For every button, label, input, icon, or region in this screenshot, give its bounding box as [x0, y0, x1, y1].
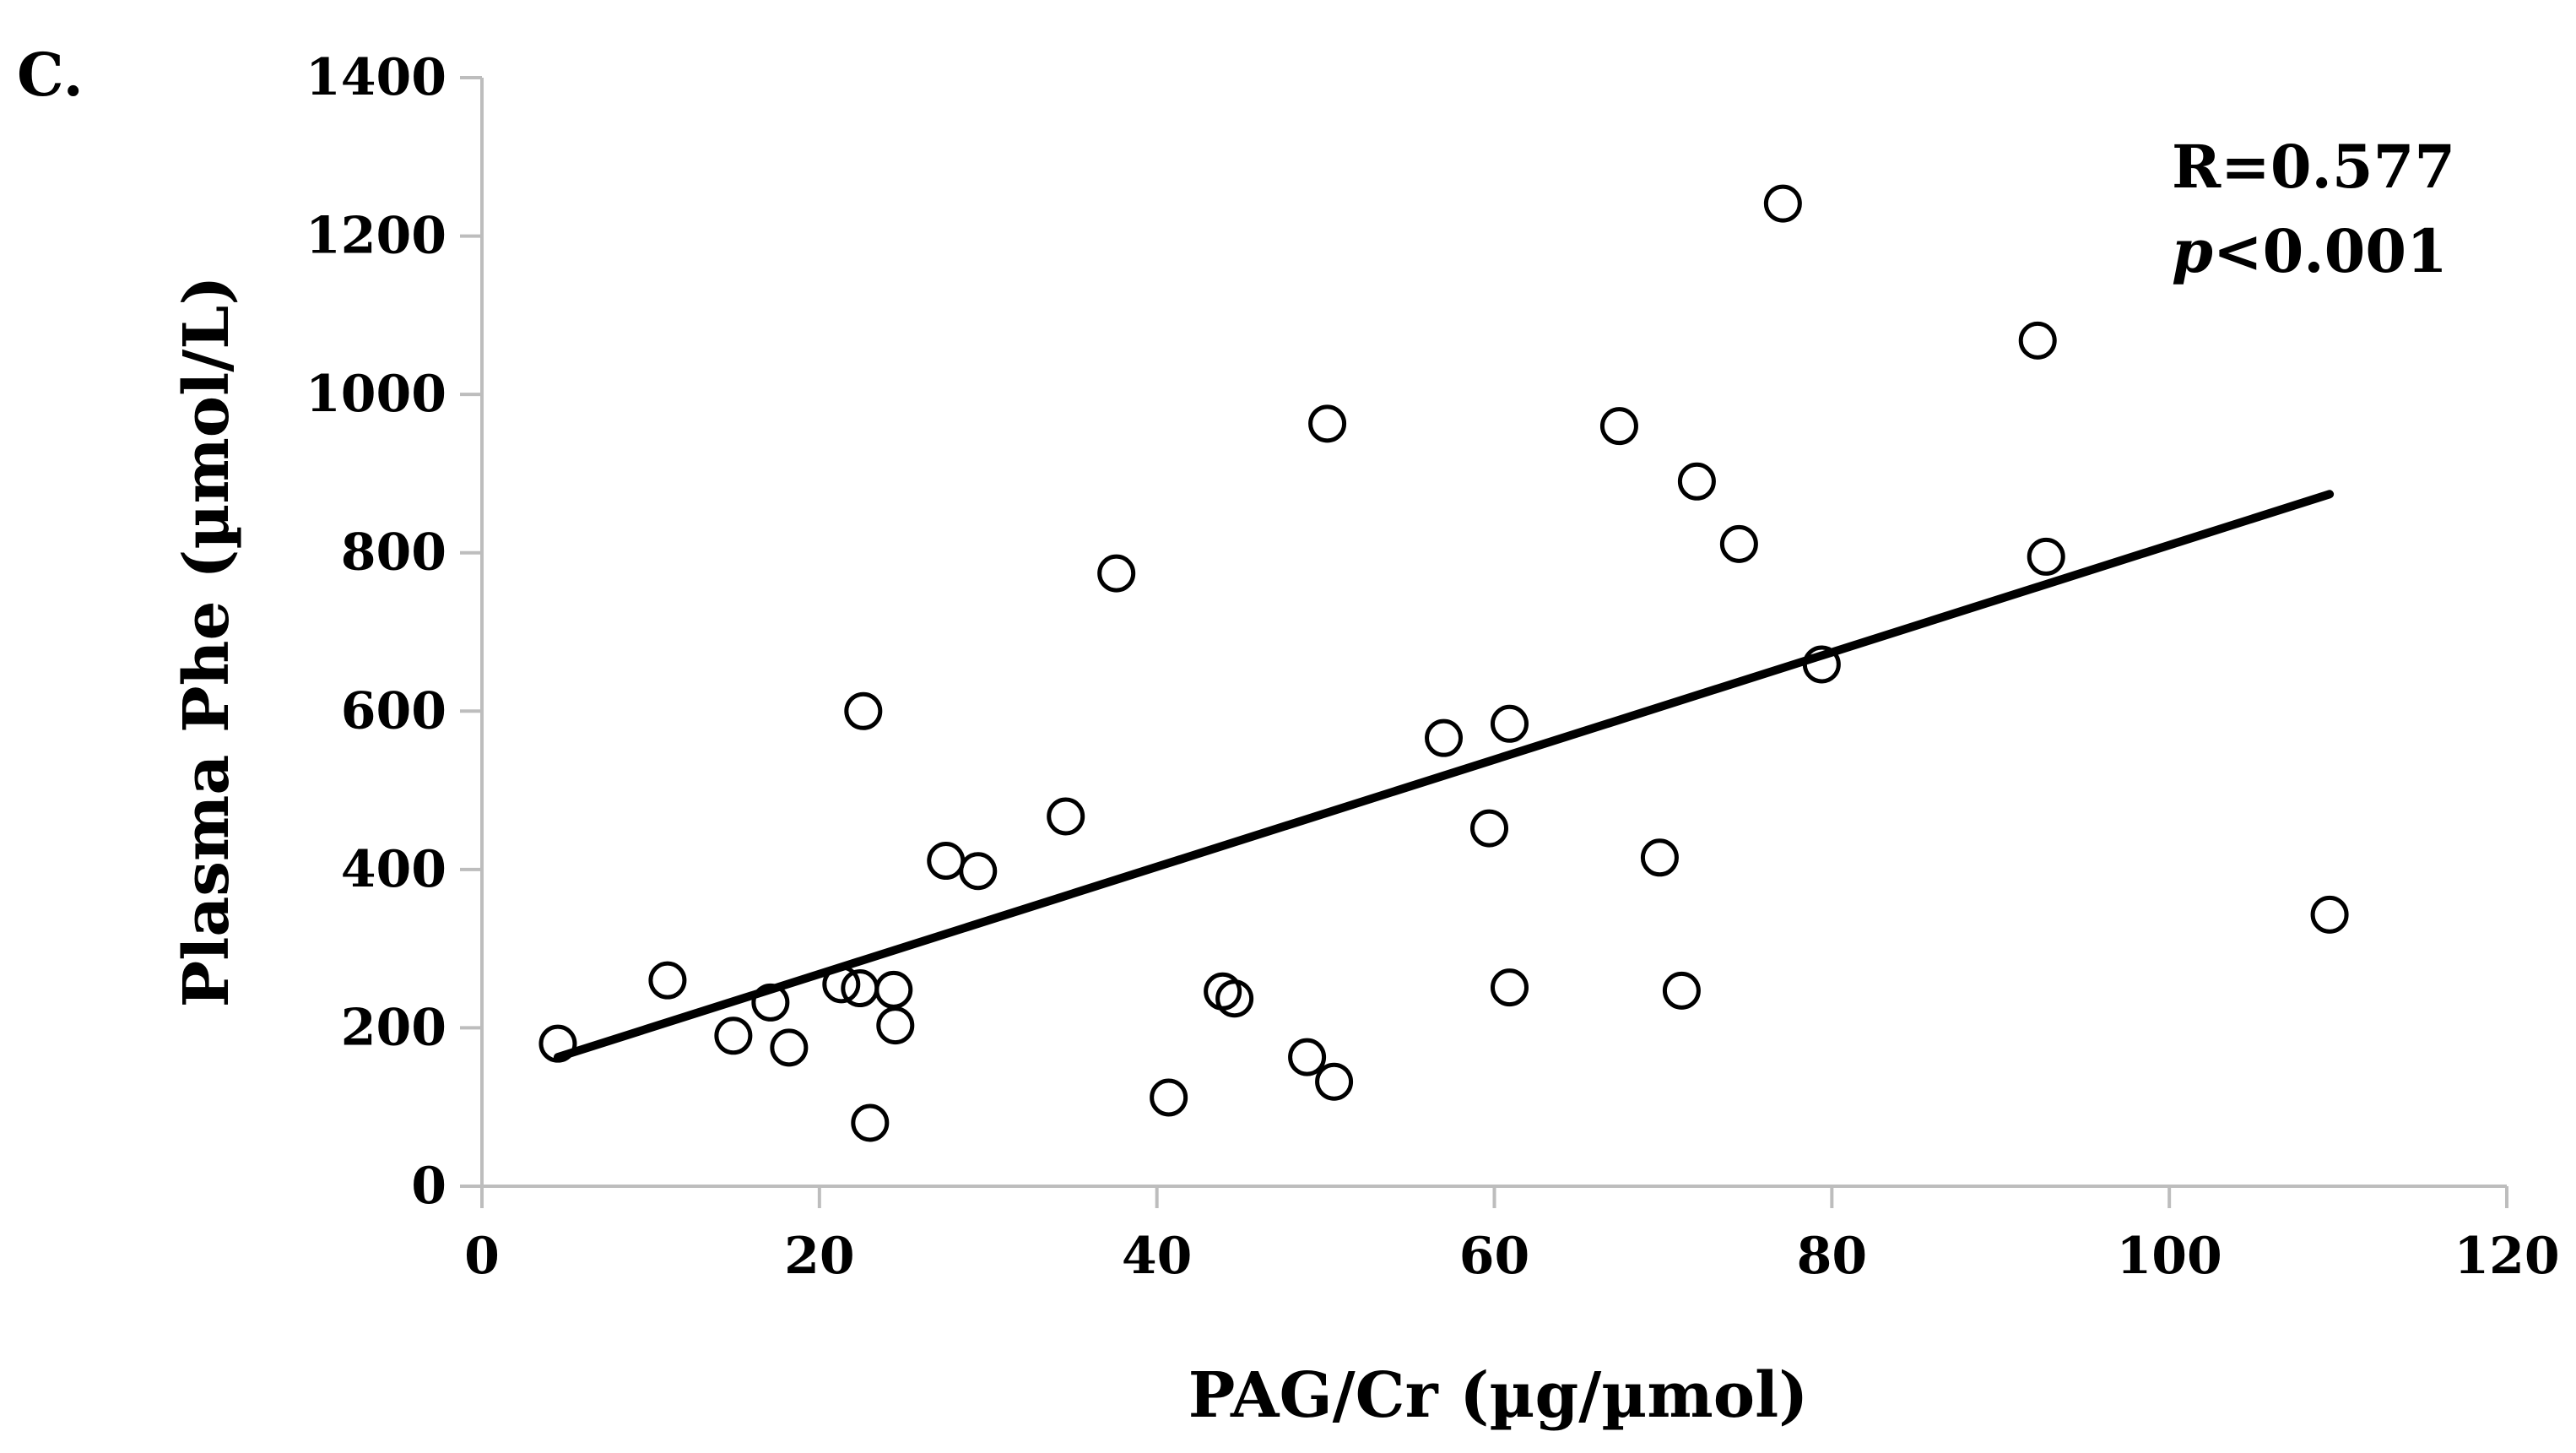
data-point: [751, 983, 790, 1022]
data-point: [1802, 645, 1841, 684]
data-point: [1599, 407, 1638, 446]
x-tick-label: 60: [1459, 1227, 1530, 1286]
data-point: [959, 852, 998, 891]
data-point: [1288, 1038, 1327, 1076]
annotation: R=0.577 p<0.001: [2172, 132, 2455, 286]
data-point: [1150, 1078, 1188, 1117]
y-axis-title: Plasma Phe (µmol/L): [170, 276, 243, 1008]
y-tick-label: 800: [341, 523, 446, 583]
data-point: [1490, 968, 1529, 1007]
panel-label: C.: [17, 40, 84, 110]
y-tick-label: 1400: [306, 48, 446, 107]
data-point: [1470, 809, 1509, 848]
data-point: [648, 961, 687, 1000]
data-point: [822, 965, 861, 1004]
trendline-group: [553, 490, 2335, 1062]
data-points: [538, 184, 2349, 1142]
p-threshold: <0.001: [2213, 216, 2448, 286]
data-point: [1677, 462, 1716, 501]
data-point: [2310, 895, 2349, 934]
data-point: [1640, 838, 1679, 877]
data-point: [1215, 979, 1254, 1018]
data-point: [770, 1028, 809, 1067]
y-tick-label: 200: [341, 998, 446, 1057]
data-point: [1763, 184, 1802, 223]
data-point: [1047, 797, 1085, 836]
data-point: [1097, 554, 1136, 593]
data-point: [2027, 537, 2065, 576]
y-axis: 0 200 400 600 800 1000 1200 1400: [306, 48, 484, 1216]
data-point: [927, 842, 966, 881]
data-point: [1719, 524, 1758, 563]
x-tick-label: 40: [1122, 1227, 1193, 1286]
y-tick-label: 600: [341, 681, 446, 740]
data-point: [2018, 321, 2057, 360]
data-point: [1315, 1062, 1354, 1101]
p-symbol: p: [2172, 216, 2213, 286]
x-axis-title: PAG/Cr (µg/µmol): [1188, 1359, 1808, 1432]
y-tick-label: 0: [411, 1157, 446, 1216]
x-tick-label: 0: [464, 1227, 500, 1286]
p-value: p<0.001: [2172, 216, 2448, 286]
data-point: [1308, 404, 1347, 443]
y-tick-label: 1200: [306, 207, 446, 266]
data-point: [1425, 718, 1464, 757]
x-tick-label: 100: [2117, 1227, 2222, 1286]
data-point: [1662, 971, 1701, 1010]
r-value: R=0.577: [2172, 132, 2455, 202]
data-point: [874, 970, 913, 1009]
data-point: [876, 1006, 915, 1045]
data-point: [844, 691, 883, 730]
data-point: [538, 1024, 577, 1063]
x-tick-label: 80: [1797, 1227, 1868, 1286]
data-point: [1490, 704, 1529, 743]
x-axis: 0 20 40 60 80 100 120: [464, 1185, 2560, 1286]
data-point: [851, 1103, 890, 1142]
x-tick-label: 20: [784, 1227, 855, 1286]
x-tick-label: 120: [2454, 1227, 2559, 1286]
y-tick-label: 1000: [306, 365, 446, 424]
data-point: [714, 1017, 753, 1055]
y-tick-label: 400: [341, 840, 446, 899]
trendline: [553, 490, 2335, 1062]
